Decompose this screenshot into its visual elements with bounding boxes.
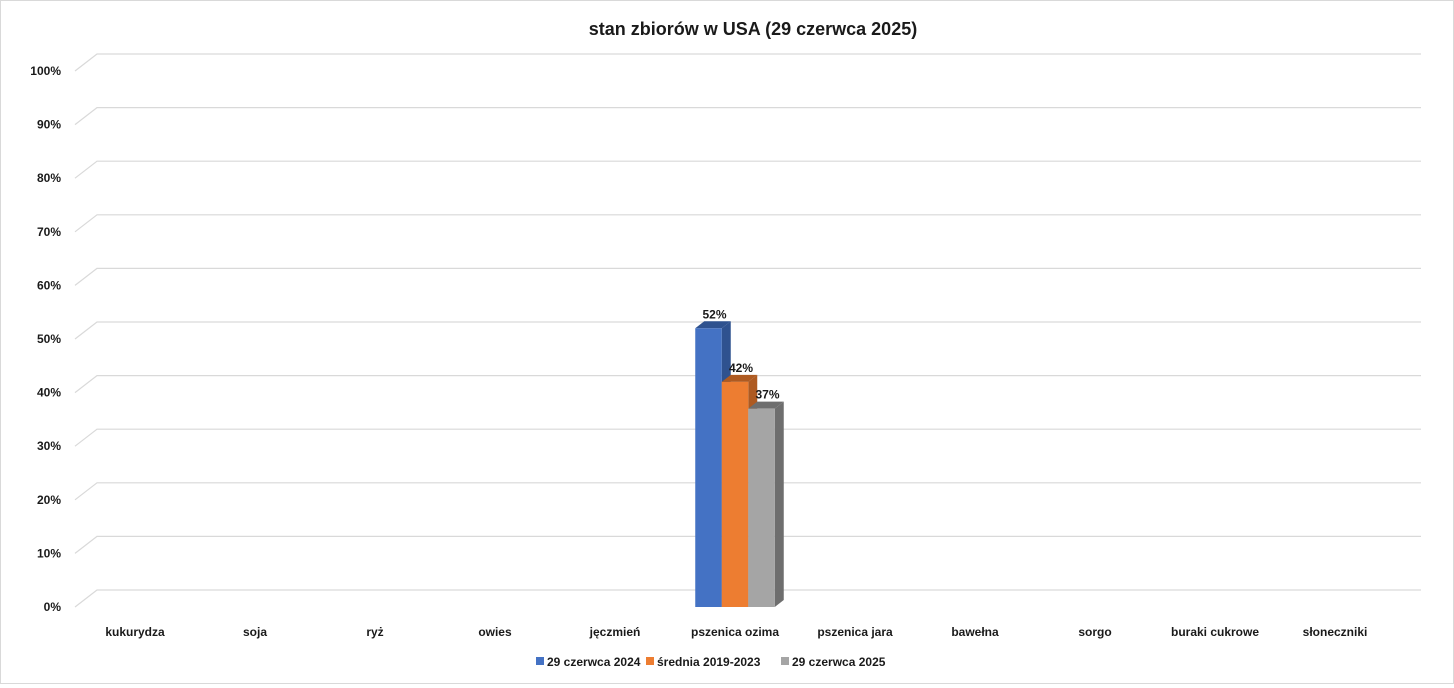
bar-top	[721, 374, 758, 382]
y-tick-label: 80%	[37, 171, 61, 185]
legend-swatch	[536, 657, 544, 665]
chart-title: stan zbiorów w USA (29 czerwca 2025)	[589, 19, 917, 39]
legend-label: 29 czerwca 2024	[547, 655, 641, 669]
gridline	[74, 53, 1421, 72]
x-tick-label: ryż	[366, 625, 383, 639]
x-tick-label: słoneczniki	[1303, 625, 1368, 639]
gridline	[74, 160, 1421, 179]
x-tick-label: jęczmień	[589, 625, 641, 639]
gridline	[74, 375, 1421, 394]
legend-label: 29 czerwca 2025	[792, 655, 886, 669]
x-tick-label: pszenica jara	[817, 625, 893, 639]
gridline	[74, 535, 1421, 554]
gridline	[74, 214, 1421, 233]
y-tick-label: 70%	[37, 225, 61, 239]
x-tick-label: sorgo	[1078, 625, 1111, 639]
y-tick-label: 0%	[44, 600, 62, 614]
gridline	[74, 106, 1421, 126]
x-tick-label: buraki cukrowe	[1171, 625, 1259, 639]
y-tick-label: 60%	[37, 278, 61, 292]
x-tick-label: kukurydza	[105, 625, 165, 639]
legend-swatch	[646, 657, 654, 665]
legend-label: średnia 2019-2023	[657, 655, 761, 669]
x-tick-label: soja	[243, 625, 267, 639]
data-label: 52%	[702, 307, 726, 321]
gridline	[74, 428, 1421, 447]
bar-top	[695, 321, 731, 329]
legend-swatch	[781, 657, 789, 665]
y-tick-label: 40%	[37, 386, 61, 400]
gridline	[74, 321, 1421, 340]
data-label: 42%	[729, 361, 753, 375]
gridline	[74, 589, 1421, 608]
bar	[721, 381, 749, 607]
gridline	[74, 482, 1421, 501]
gridline	[74, 267, 1421, 286]
data-label: 37%	[755, 388, 779, 402]
bar-top	[748, 401, 784, 409]
bar-side	[774, 401, 784, 607]
y-tick-label: 10%	[37, 546, 61, 560]
y-tick-label: 50%	[37, 332, 61, 346]
x-tick-label: bawełna	[951, 625, 999, 639]
y-tick-label: 90%	[37, 118, 61, 132]
y-tick-label: 20%	[37, 493, 61, 507]
bar	[695, 328, 722, 607]
x-tick-label: pszenica ozima	[691, 625, 779, 639]
x-tick-label: owies	[478, 625, 512, 639]
y-tick-label: 100%	[30, 64, 61, 78]
y-tick-label: 30%	[37, 439, 61, 453]
bar	[748, 408, 775, 607]
